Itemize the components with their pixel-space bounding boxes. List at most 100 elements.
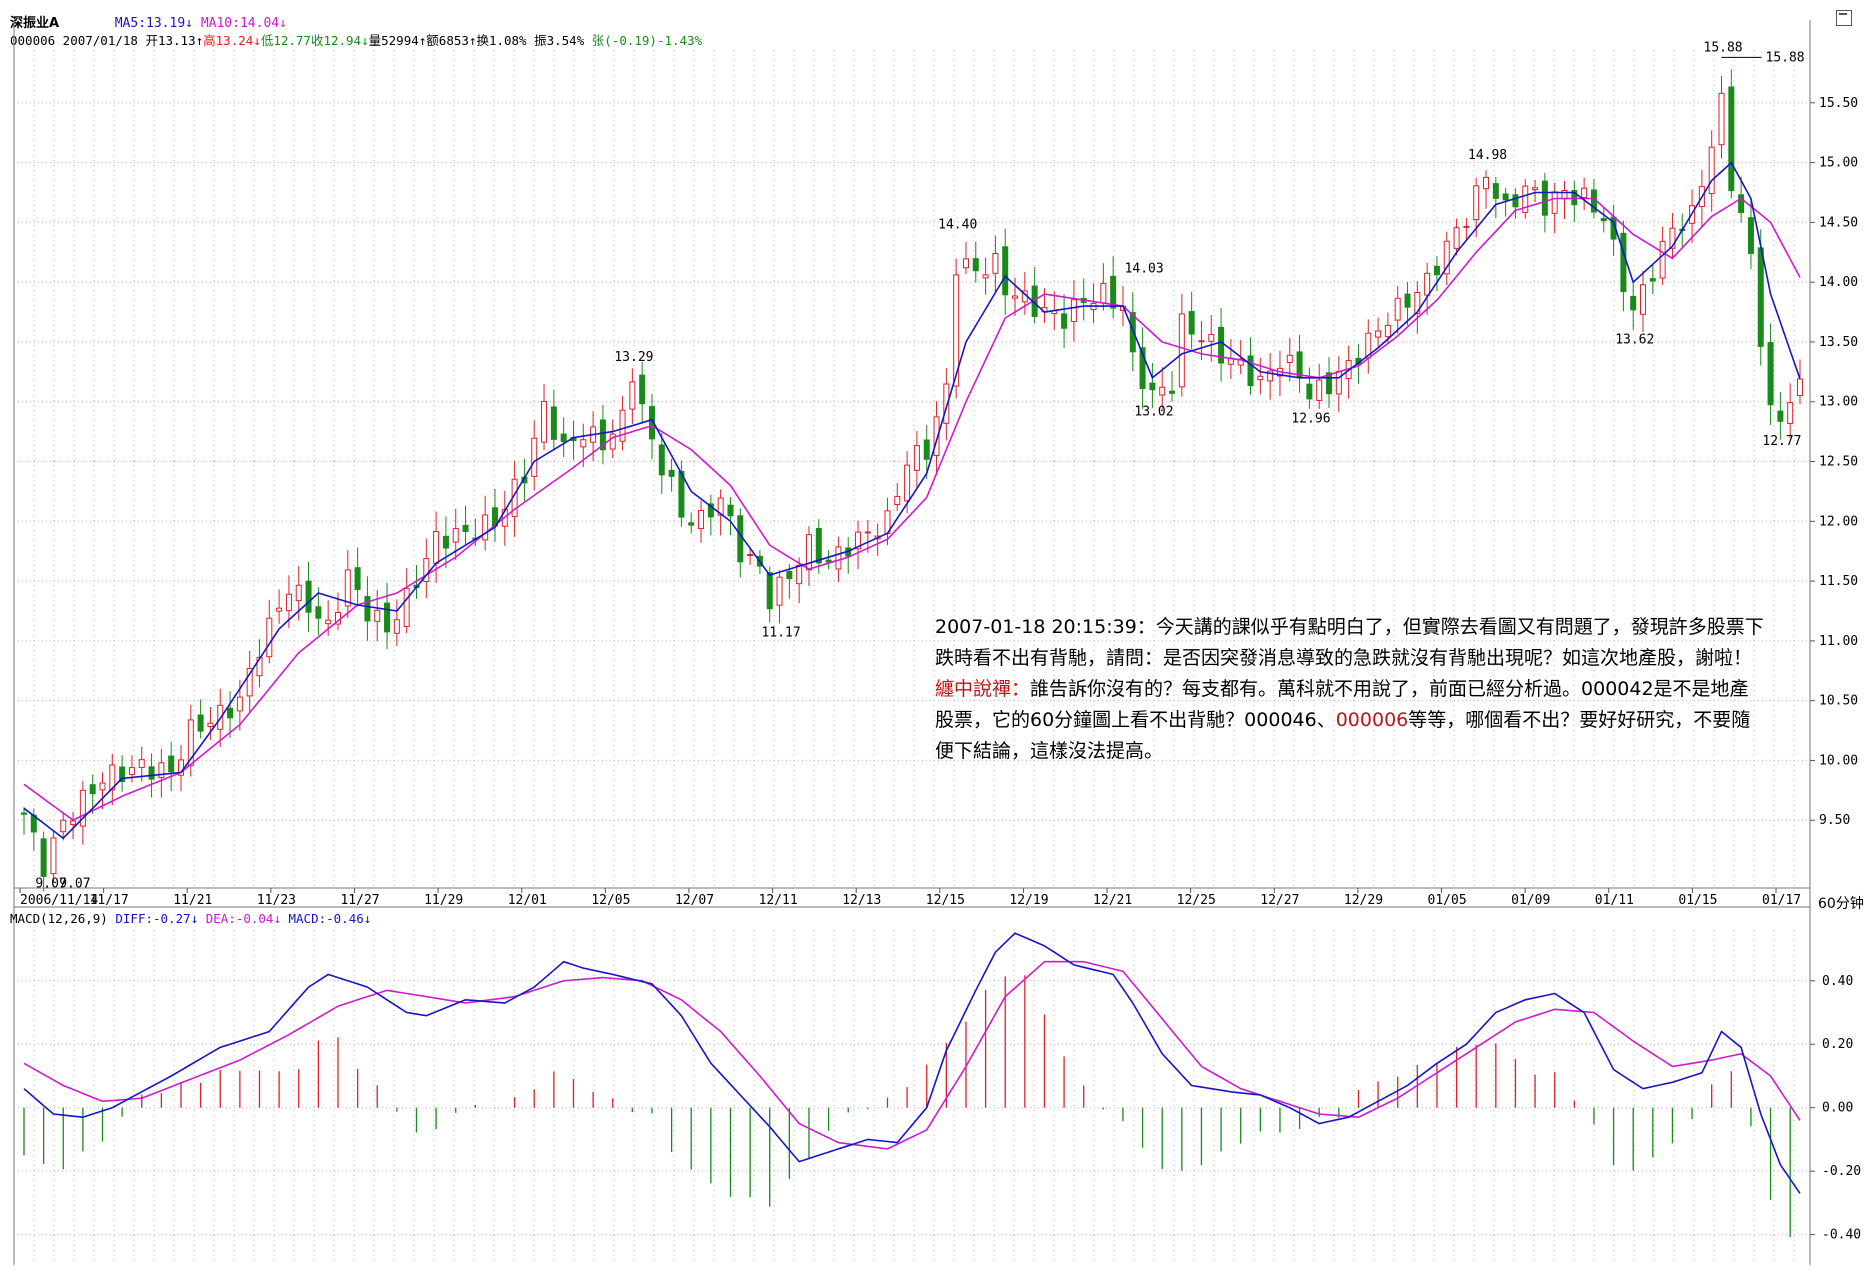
candle-body xyxy=(1002,246,1009,296)
author-answer-part1: 誰告訴你沒有的？每支都有。萬科就不用說了，前面已經分析過。000042是不是地產… xyxy=(935,678,1749,731)
volume-value: 量52994 xyxy=(368,33,419,48)
candle-body xyxy=(766,572,773,610)
price-tick-label: 12.50 xyxy=(1819,455,1858,470)
candle-body xyxy=(609,433,616,450)
candle-body xyxy=(1218,326,1225,364)
candle-body xyxy=(796,564,803,585)
price-annotation: 12.96 xyxy=(1291,412,1330,427)
macd-params: MACD(12,26,9) xyxy=(10,911,108,926)
candle-body xyxy=(1375,330,1382,338)
candle-body xyxy=(1129,312,1136,353)
candle-body xyxy=(158,762,165,778)
stock-name: 深振业A xyxy=(10,16,60,31)
candle-body xyxy=(864,531,871,534)
price-annotation: 14.03 xyxy=(1125,262,1164,277)
date-tick-label: 11/23 xyxy=(257,893,296,908)
price-tick-label: 12.00 xyxy=(1819,514,1858,529)
candle-body xyxy=(541,400,548,443)
date-tick-label: 12/13 xyxy=(842,893,881,908)
candle-body xyxy=(295,584,302,602)
candle-body xyxy=(1551,191,1558,214)
candle-body xyxy=(639,374,646,405)
candle-body xyxy=(403,587,410,628)
price-axis: 9.50 10.00 10.50 11.00 11.50 12.00 12.50 13.00 1… xyxy=(1810,96,1858,828)
price-tick-label: 13.50 xyxy=(1819,335,1858,350)
candle-body xyxy=(109,764,116,791)
candle-body xyxy=(1070,299,1077,322)
candle-body xyxy=(1404,293,1411,308)
candle-body xyxy=(393,619,400,634)
price-tick-label: 11.00 xyxy=(1819,634,1858,649)
author-name: 纏中說禪： xyxy=(935,678,1031,700)
candle-body xyxy=(128,767,135,775)
ma5-line xyxy=(23,161,1801,840)
candle-body xyxy=(1600,218,1607,222)
candle-body xyxy=(962,258,969,269)
date-tick-label: 01/15 xyxy=(1678,893,1717,908)
candle-body xyxy=(1257,375,1264,381)
candle-body xyxy=(629,381,636,410)
candle-body xyxy=(374,609,381,622)
date-tick-label: 11/27 xyxy=(340,893,379,908)
close-value: 收12.94 xyxy=(310,33,362,48)
price-annotation: 13.29 xyxy=(614,350,653,365)
candle-body xyxy=(1483,176,1490,190)
candle-body xyxy=(70,820,77,826)
price-annotation: 9.07 xyxy=(35,877,66,892)
candle-body xyxy=(1777,410,1784,422)
candle-body xyxy=(1110,275,1117,309)
price-annotation: 14.40 xyxy=(938,217,977,232)
candle-body xyxy=(452,528,459,543)
candle-body xyxy=(256,656,263,677)
candle-body xyxy=(1757,247,1764,347)
candle-body xyxy=(99,782,106,791)
candle-body xyxy=(1149,382,1156,391)
candle-body xyxy=(1649,278,1656,282)
candle-body xyxy=(923,439,930,460)
date-tick-label: 01/17 xyxy=(1762,893,1801,908)
candle-body xyxy=(943,383,950,424)
macd-tick-label: -0.40 xyxy=(1822,1228,1861,1243)
price-header: 深振业A MA5:13.19↓ MA10:14.04↓ xyxy=(10,12,287,31)
code-date: 000006 2007/01/18 xyxy=(10,33,138,48)
candle-body xyxy=(531,437,538,477)
price-tick-label: 14.50 xyxy=(1819,215,1858,230)
candle-body xyxy=(1453,227,1460,249)
candle-body xyxy=(1659,240,1666,279)
change-value: 张(-0.19)-1.43% xyxy=(591,33,703,48)
candle-body xyxy=(1512,194,1519,208)
price-tick-label: 15.00 xyxy=(1819,156,1858,171)
date-tick-label: 01/09 xyxy=(1511,893,1550,908)
candle-body xyxy=(315,606,322,619)
candle-body xyxy=(982,274,989,279)
down-arrow-icon: ↓ xyxy=(253,33,261,48)
candle-body xyxy=(904,464,911,502)
amount-value: 额6853 xyxy=(426,33,469,48)
stock-code-highlight: 000006 xyxy=(1335,709,1409,731)
candle-body xyxy=(285,593,292,612)
candle-body xyxy=(933,416,940,456)
price-annotation: 12.77 xyxy=(1762,434,1801,449)
candle-body xyxy=(747,554,754,557)
date-tick-label: 11/21 xyxy=(173,893,212,908)
candle-body xyxy=(953,274,960,387)
candle-body xyxy=(384,602,391,633)
down-arrow-icon: ↓ xyxy=(363,911,372,926)
candle-body xyxy=(815,528,822,564)
ma5-label: MA5:13.19 xyxy=(114,16,186,31)
candle-body xyxy=(580,439,587,448)
candle-body xyxy=(1394,297,1401,321)
candle-body xyxy=(1571,190,1578,206)
candle-body xyxy=(1306,383,1313,400)
moving-average-lines xyxy=(23,161,1801,840)
candle-body xyxy=(1581,187,1588,199)
macd-value: MACD:-0.46 xyxy=(288,911,364,926)
maximize-icon[interactable] xyxy=(1836,10,1852,26)
price-annotation: 15.88 xyxy=(1704,40,1743,55)
candle-body xyxy=(1728,86,1735,192)
turnover-value: 换1.08% xyxy=(476,33,527,48)
ohlc-header: 000006 2007/01/18 开13.13↑高13.24↓低12.77收1… xyxy=(10,30,702,49)
candle-body xyxy=(89,784,96,795)
up-arrow-icon: ↑ xyxy=(418,33,427,48)
